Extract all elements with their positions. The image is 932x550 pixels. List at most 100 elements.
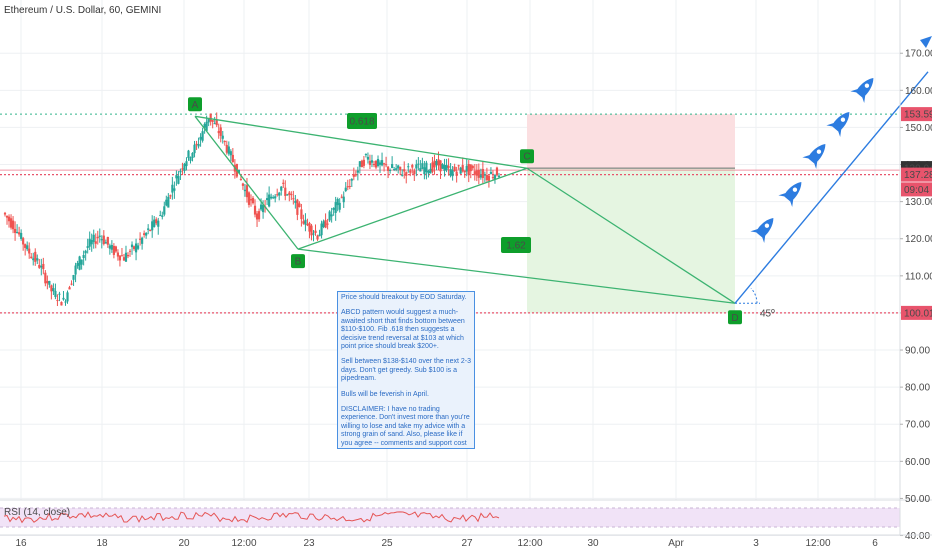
candle-body [366, 156, 370, 160]
candle-body [5, 215, 9, 218]
price-label-text: 153.59 [904, 110, 932, 121]
candle-body [467, 163, 470, 175]
candle-body [110, 245, 113, 250]
pattern-point-d[interactable] [728, 310, 742, 325]
candle-body [358, 161, 361, 167]
rsi-label: RSI (14, close) [4, 507, 70, 518]
candle-body [405, 172, 408, 176]
price-label-tag[interactable] [901, 107, 932, 122]
text-note[interactable]: Price should breakout by EOD Saturday. A… [337, 291, 475, 449]
fib-ratio-badge[interactable] [501, 237, 531, 253]
candle-body [245, 185, 249, 198]
candle-body [247, 192, 251, 205]
candle-body [268, 194, 271, 207]
candle-body [66, 292, 69, 302]
note-line: Sell between $138-$140 over the next 2-3… [341, 358, 471, 383]
short-zone[interactable] [527, 114, 735, 169]
pattern-leg-ac[interactable] [194, 115, 528, 169]
rsi-line[interactable] [3, 511, 500, 524]
candle-body [425, 162, 428, 172]
trend-arrow[interactable] [734, 71, 929, 304]
pattern-leg-ab[interactable] [194, 115, 299, 250]
candle-body [58, 293, 61, 295]
target-zone[interactable] [527, 168, 735, 313]
candle-body [433, 160, 436, 168]
candle-body [439, 160, 442, 172]
pattern-point-label: C [523, 152, 530, 163]
candle-body [84, 250, 87, 254]
candle-body [52, 288, 55, 292]
price-label-tag[interactable] [901, 305, 932, 320]
candle-body [181, 168, 184, 170]
candle-body [481, 168, 484, 179]
candle-body [28, 248, 31, 254]
candle-body [316, 235, 319, 240]
y-tick-label: 130.00 [905, 197, 932, 208]
pattern-point-a[interactable] [188, 97, 202, 112]
y-tick-label: 150.00 [905, 123, 932, 134]
candle-body [318, 234, 321, 237]
price-label-tag[interactable] [901, 167, 932, 182]
candle-body [193, 144, 196, 154]
candle-body [215, 120, 218, 126]
candle-body [141, 237, 144, 244]
candle-body [399, 166, 402, 171]
candle-body [102, 235, 105, 245]
price-label-text: 100.01 [904, 308, 932, 319]
candle-body [475, 170, 478, 176]
pattern-leg-cd[interactable] [526, 167, 736, 304]
candle-body [92, 234, 95, 242]
candle-body [34, 251, 37, 262]
x-tick-label: 3 [753, 538, 759, 549]
candle-body [348, 186, 351, 188]
candle-body [443, 165, 446, 171]
candle-body [126, 254, 130, 257]
rsi-band [0, 508, 900, 527]
candle-body [259, 204, 263, 210]
candle-body [393, 168, 396, 170]
y-tick-label: 40.00 [905, 531, 930, 542]
fib-ratio-badge[interactable] [347, 113, 377, 129]
candle-body [147, 228, 150, 230]
candle-body [449, 169, 452, 176]
candle-body [106, 236, 109, 245]
candle-body [473, 171, 476, 175]
candle-body [288, 192, 291, 195]
rocket-icon [778, 182, 802, 207]
candle-body [445, 164, 448, 171]
candle-body [389, 170, 392, 172]
candle-body [153, 219, 156, 227]
pattern-point-b[interactable] [291, 254, 305, 269]
candle-body [32, 258, 35, 261]
candle-body [368, 160, 372, 165]
pattern-leg-bc[interactable] [297, 167, 528, 250]
candle-body [324, 220, 327, 228]
angle-arc [750, 287, 758, 304]
pattern-leg-bd[interactable] [297, 248, 736, 304]
candle-body [130, 244, 134, 248]
candle-body [173, 188, 176, 191]
candle-body [70, 283, 73, 285]
candle-body [384, 164, 388, 166]
candle-body [292, 198, 295, 200]
x-tick-label: 6 [872, 538, 878, 549]
candle-body [465, 165, 468, 172]
candle-body [128, 250, 132, 252]
candle-body [459, 167, 462, 174]
price-label-tag[interactable] [901, 182, 932, 197]
price-label-text: 09:04 [904, 185, 929, 196]
candle-body [50, 285, 53, 292]
candle-body [197, 143, 200, 147]
candle-body [112, 245, 115, 255]
candle-body [391, 164, 394, 169]
candle-body [401, 174, 404, 176]
x-tick-label: Apr [668, 538, 684, 549]
candle-body [370, 160, 374, 163]
candle-body [201, 131, 204, 141]
note-line: ABCD pattern would suggest a much-awaite… [341, 309, 465, 351]
candle-body [340, 196, 343, 198]
candle-body [457, 165, 460, 167]
rocket-icon [750, 218, 774, 243]
pattern-point-c[interactable] [520, 149, 534, 164]
